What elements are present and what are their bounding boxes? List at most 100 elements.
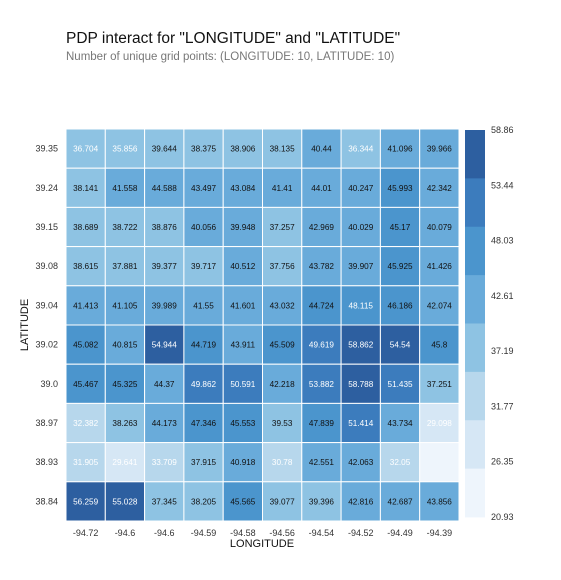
cell-value-label: 37.881	[112, 262, 137, 271]
cell-value-label: 40.247	[348, 184, 373, 193]
cell-value-label: 44.01	[311, 184, 332, 193]
cell-value-label: 32.05	[390, 458, 411, 467]
colorbar-bin	[465, 178, 485, 228]
heatmap-cell	[301, 246, 342, 287]
colorbar-tick-label: 58.86	[491, 125, 514, 135]
y-axis-ticks: 39.35 39.24 39.15 39.08 39.04 39.02 39.0 38.97 3…	[35, 144, 58, 507]
heatmap-cell	[144, 128, 185, 169]
cell-value-label: 29.098	[427, 419, 452, 428]
heatmap-cell	[144, 324, 185, 365]
cell-value-label: 47.346	[191, 419, 216, 428]
heatmap-cell	[340, 363, 381, 404]
cell-value-label: 42.969	[309, 223, 334, 232]
heatmap-cell	[144, 285, 185, 326]
cell-value-label: 49.619	[309, 341, 334, 350]
x-tick-label: -94.56	[269, 528, 295, 538]
cell-value-label: 42.342	[427, 184, 452, 193]
cell-value-label: 38.205	[191, 497, 216, 506]
cell-value-label: 45.082	[73, 341, 98, 350]
colorbar-tick-label: 42.61	[491, 291, 514, 301]
heatmap-cell	[104, 481, 146, 522]
cell-value-label: 32.382	[73, 419, 98, 428]
cell-value-label: 38.263	[112, 419, 137, 428]
cell-value-label: 38.135	[270, 145, 295, 154]
x-tick-label: -94.58	[230, 528, 256, 538]
heatmap-cell	[301, 363, 342, 404]
cell-value-label: 44.719	[191, 341, 216, 350]
y-tick-label: 39.02	[35, 340, 58, 350]
cell-value-label: 43.734	[388, 419, 413, 428]
cell-value-label: 51.435	[388, 380, 413, 389]
y-tick-label: 38.93	[35, 457, 58, 467]
cell-value-label: 39.717	[191, 262, 216, 271]
cell-value-label: 53.882	[309, 380, 334, 389]
cell-value-label: 45.8	[431, 341, 447, 350]
x-tick-label: -94.59	[191, 528, 217, 538]
cell-value-label: 45.565	[230, 497, 255, 506]
heatmap-cell	[183, 442, 224, 483]
cell-value-label: 41.601	[230, 301, 255, 310]
cell-value-label: 44.724	[309, 301, 334, 310]
cell-value-label: 41.558	[112, 184, 137, 193]
x-tick-label: -94.6	[115, 528, 136, 538]
heatmap-cell	[183, 481, 224, 522]
heatmap-cell	[183, 285, 224, 326]
cell-value-label: 35.856	[112, 145, 137, 154]
heatmap-cell	[340, 285, 381, 326]
colorbar-tick-label: 20.93	[491, 512, 514, 522]
cell-value-label: 47.839	[309, 419, 334, 428]
x-tick-label: -94.72	[73, 528, 99, 538]
y-tick-label: 38.97	[35, 418, 58, 428]
heatmap-cell	[183, 128, 224, 169]
cell-value-label: 46.186	[388, 301, 413, 310]
heatmap-cell	[419, 481, 460, 522]
heatmap-cell	[301, 324, 342, 365]
colorbar-tick-label: 48.03	[491, 236, 514, 246]
cell-value-label: 45.925	[388, 262, 413, 271]
heatmap-cell	[419, 363, 460, 404]
cell-value-label: 38.876	[152, 223, 177, 232]
cell-value-label: 44.173	[152, 419, 177, 428]
cell-value-label: 36.344	[348, 145, 373, 154]
heatmap-cell	[144, 363, 185, 404]
colorbar-tick-label: 31.77	[491, 401, 514, 411]
colorbar-bin	[465, 371, 485, 421]
heatmap-cell	[104, 167, 146, 208]
colorbar: 58.86 53.44 48.03 42.61 37.19 31.77 26.35 20.93	[465, 125, 514, 522]
cell-value-label: 37.345	[152, 497, 177, 506]
heatmap-cell	[183, 402, 224, 444]
cell-value-label: 30.78	[272, 458, 293, 467]
cell-value-label: 43.782	[309, 262, 334, 271]
heatmap-cell	[301, 402, 342, 444]
cell-value-label: 45.993	[388, 184, 413, 193]
cell-value-label: 41.105	[112, 301, 137, 310]
heatmap-cell	[340, 246, 381, 287]
heatmap-cell	[379, 246, 421, 287]
heatmap-cell	[419, 246, 460, 287]
colorbar-bin	[465, 226, 485, 276]
heatmap-cell	[144, 442, 185, 483]
cell-value-label: 37.251	[427, 380, 452, 389]
heatmap-cells: 36.704 35.856 39.644 38.375 38.906 38.135 40.4…	[65, 128, 460, 522]
heatmap-cell	[65, 402, 106, 444]
heatmap-cell	[379, 128, 421, 169]
colorbar-bin	[465, 420, 485, 470]
cell-value-label: 41.426	[427, 262, 452, 271]
heatmap-cell	[104, 402, 146, 444]
x-tick-label: -94.39	[427, 528, 453, 538]
heatmap-cell	[65, 481, 106, 522]
heatmap-cell	[379, 402, 421, 444]
cell-value-label: 54.54	[390, 341, 411, 350]
cell-value-label: 58.862	[348, 341, 373, 350]
cell-value-label: 44.37	[154, 380, 175, 389]
cell-value-label: 42.687	[388, 497, 413, 506]
heatmap-cell	[379, 442, 421, 483]
heatmap-cell	[262, 128, 303, 169]
cell-value-label: 43.032	[270, 301, 295, 310]
heatmap-cell	[104, 285, 146, 326]
cell-value-label: 38.906	[230, 145, 255, 154]
cell-value-label: 40.029	[348, 223, 373, 232]
heatmap-cell	[262, 363, 303, 404]
cell-value-label: 45.553	[230, 419, 255, 428]
cell-value-label: 42.816	[348, 497, 373, 506]
